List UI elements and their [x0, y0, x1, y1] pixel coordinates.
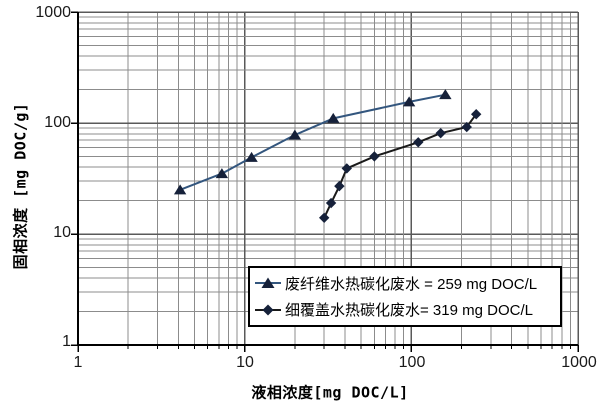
- legend-label-fiber-waste: 废纤维水热碳化废水 = 259 mg DOC/L: [285, 275, 538, 293]
- diamond-marker: [369, 151, 380, 162]
- triangle-marker: [173, 184, 187, 195]
- legend-entry-fine-cover: 细覆盖水热碳化废水= 319 mg DOC/L: [255, 297, 556, 323]
- y-tick-1000: 1000: [35, 4, 71, 21]
- diamond-marker: [470, 109, 482, 120]
- tick-marks: [71, 11, 579, 352]
- y-tick-100: 100: [44, 114, 71, 131]
- triangle-marker: [215, 168, 229, 179]
- axes: [77, 12, 578, 346]
- x-tick-1: 1: [73, 354, 83, 371]
- x-tick-10: 10: [236, 354, 254, 371]
- y-axis-title: 固相浓度 [mg DOC/g]: [11, 102, 30, 270]
- diamond-marker: [435, 127, 446, 139]
- x-axis-title: 液相浓度[mg DOC/L]: [251, 383, 409, 402]
- legend-label-fine-cover: 细覆盖水热碳化废水= 319 mg DOC/L: [285, 302, 533, 320]
- y-tick-1: 1: [62, 333, 71, 350]
- triangle-marker: [327, 112, 340, 123]
- diamond-marker: [325, 197, 337, 209]
- diamond-marker: [461, 121, 472, 133]
- x-tick-100: 100: [398, 354, 426, 371]
- triangle-marker: [288, 129, 302, 140]
- diamond-marker: [341, 163, 352, 174]
- legend-box: 废纤维水热碳化废水 = 259 mg DOC/L 细覆盖水热碳化废水= 319 …: [248, 266, 562, 327]
- series-triangle: [173, 89, 452, 195]
- legend-diamond-marker-icon: [255, 304, 281, 316]
- legend-triangle-marker-icon: [255, 277, 281, 289]
- series-diamond: [318, 109, 482, 223]
- diamond-marker: [413, 137, 424, 148]
- y-tick-10: 10: [53, 224, 71, 241]
- triangle-marker: [439, 89, 452, 100]
- diamond-marker: [334, 180, 345, 192]
- legend-entry-fiber-waste: 废纤维水热碳化废水 = 259 mg DOC/L: [255, 270, 556, 296]
- triangle-marker: [402, 96, 416, 107]
- x-tick-1000: 1000: [561, 354, 597, 371]
- triangle-marker: [245, 151, 258, 162]
- diamond-marker: [318, 212, 330, 223]
